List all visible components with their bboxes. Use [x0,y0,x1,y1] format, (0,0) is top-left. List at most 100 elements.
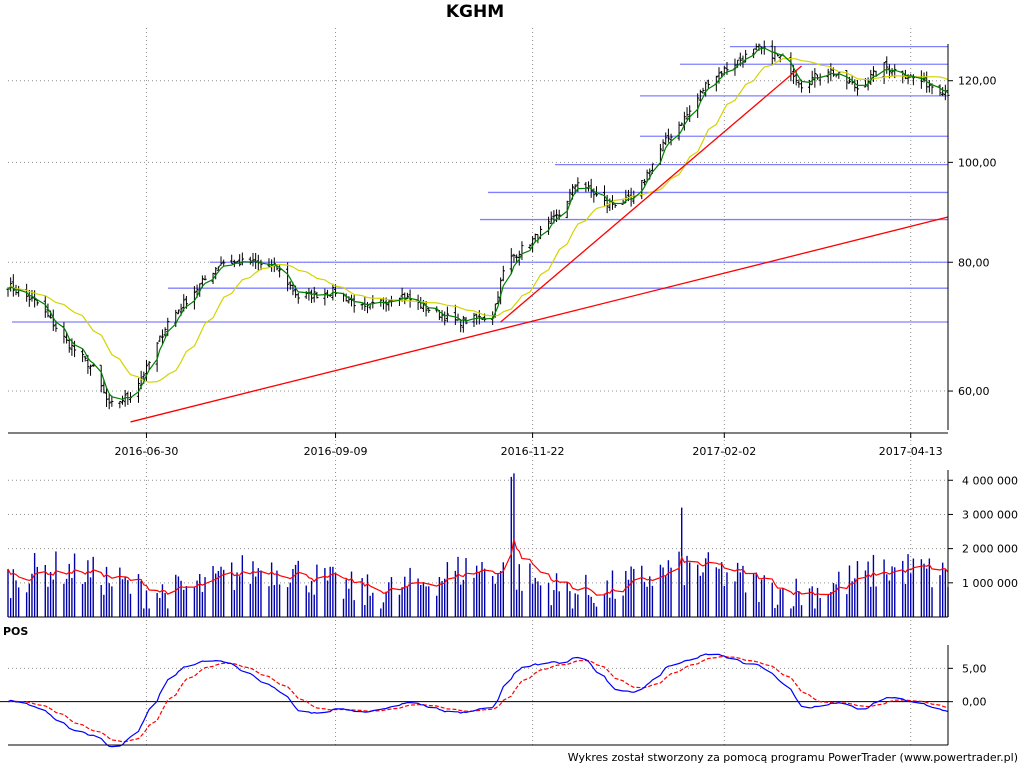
price-bar [216,266,220,271]
price-bar [136,378,141,403]
price-x-tick-label: 2017-04-13 [879,445,943,458]
price-bar [176,309,181,315]
pos-grid [0,667,948,703]
price-bar [11,274,15,297]
volume-average [7,539,949,596]
support-resistance-levels [12,45,948,323]
price-candles [6,40,950,410]
price-bar [528,244,532,249]
trendline [500,65,802,323]
price-bar [72,340,77,358]
volume-grid [8,479,948,584]
price-y-tick-label: 120,00 [958,75,997,88]
price-bar [126,391,130,405]
price-bar [203,275,207,281]
price-bar [309,289,314,304]
price-bar [496,291,500,305]
price-bar [17,285,21,297]
price-bar [440,310,444,322]
price-bar [698,89,702,102]
price-bar [680,122,684,127]
price-bar [240,252,244,266]
price-bar [307,287,311,301]
price-bar [642,178,647,186]
price-bar [323,288,327,306]
price-bar [501,265,505,282]
price-bar [67,339,71,353]
price-y-tick-label: 80,00 [958,256,990,269]
price-bar [147,361,151,370]
pos-y-tick-label: 0,00 [962,696,987,709]
price-bar [238,254,242,267]
pos-panel-label: POS [3,625,29,638]
price-bar [118,401,122,409]
price-bar [725,61,729,75]
price-bar [549,211,553,224]
price-bar [584,181,588,193]
price-bar [46,303,50,318]
volume-y-tick-label: 2 000 000 [962,543,1018,556]
price-bar [938,84,942,96]
price-bar [512,253,516,263]
price-bar [885,56,889,74]
price-bar [352,295,356,313]
price-bar [371,295,375,309]
price-bar [144,359,149,382]
price-bar [717,67,721,84]
volume-average-line [7,539,949,596]
price-x-tick-label: 2016-11-22 [501,445,565,458]
price-bar [845,69,849,90]
price-bar [230,254,234,265]
price-y-tick-label: 100,00 [958,156,997,169]
price-bar [847,76,852,84]
chart-title: KGHM [445,2,505,22]
price-bar [669,133,673,146]
volume-bars [7,473,949,617]
price-bar [120,395,125,405]
price-bar [855,80,860,96]
price-x-tick-label: 2016-06-30 [115,445,179,458]
price-bar [110,395,114,407]
volume-axes: 1 000 000 2 000 000 3 000 000 4 000 000 [8,470,1018,618]
price-bar [158,335,162,342]
price-bar [943,84,947,101]
price-y-tick-label: 60,00 [958,385,990,398]
price-bar [296,292,300,304]
price-bar [882,62,886,85]
price-bar [706,79,710,89]
price-panel: 60,00 80,00 100,00 120,00 2016-06-30 2016-09-… [6,28,997,745]
price-bar [43,295,47,318]
price-bar [941,87,945,97]
pos-signal-line [7,655,949,743]
price-bar [826,68,830,84]
price-bar [810,70,814,86]
price-bar [219,256,223,266]
pos-axes: 0,00 5,00 [8,645,987,746]
price-bar [91,363,95,367]
price-bar [312,286,316,303]
price-bar [666,128,670,143]
price-bar [778,55,782,63]
price-axes: 60,00 80,00 100,00 120,00 2016-06-30 2016-09-… [8,44,997,458]
trendlines [130,65,949,423]
volume-y-tick-label: 1 000 000 [962,577,1018,590]
footer-credit: Wykres został stworzony za pomocą progra… [567,751,1018,764]
price-bar [248,256,252,265]
price-bar [222,259,226,267]
price-bar [214,267,218,280]
price-bar [83,355,87,362]
price-bar [509,248,513,274]
price-bar [701,87,705,94]
volume-panel: 1 000 000 2 000 000 3 000 000 4 000 000 [7,470,1018,618]
price-bar [594,186,599,197]
price-bar [62,322,66,344]
price-bar [88,364,93,376]
price-bar [267,258,271,268]
price-bar [890,68,894,76]
price-x-tick-label: 2016-09-09 [304,445,368,458]
price-bar [661,139,665,152]
price-bar [163,327,167,337]
price-bar [360,303,364,310]
price-bar [818,73,822,86]
